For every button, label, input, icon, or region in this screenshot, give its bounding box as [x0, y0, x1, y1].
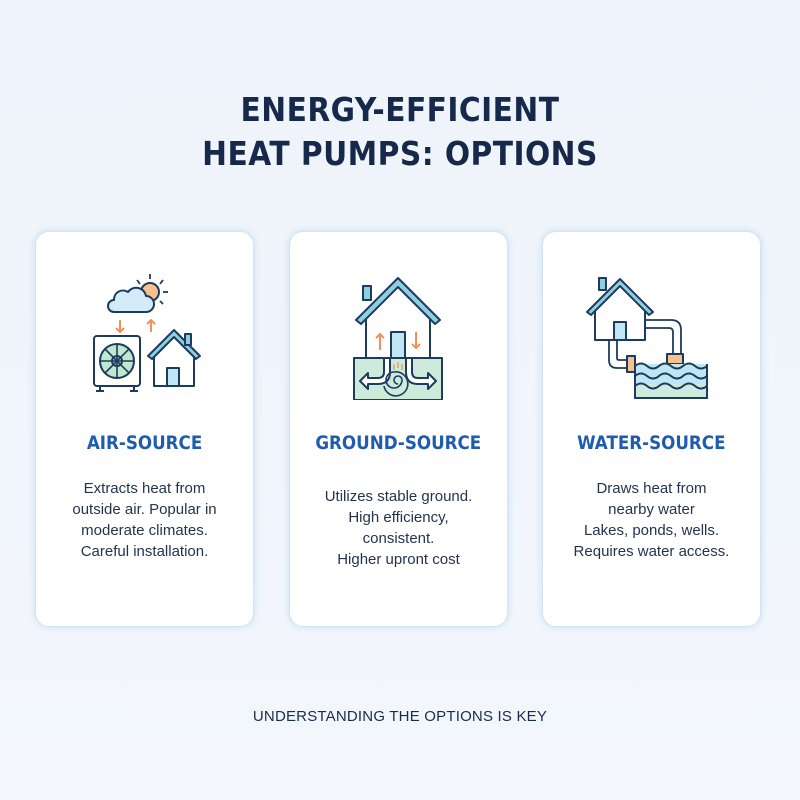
card-ground-source: GROUND-SOURCE Utilizes stable ground. Hig… — [289, 231, 508, 627]
card-title: GROUND-SOURCE — [315, 432, 482, 454]
footer-tagline: UNDERSTANDING THE OPTIONS IS KEY — [252, 708, 548, 725]
card-description: Draws heat from nearby water Lakes, ponds,… — [573, 480, 730, 560]
title-line-2: HEAT PUMPS: OPTIONS — [202, 134, 598, 173]
air-source-heat-pump-icon — [93, 274, 201, 392]
page-title: ENERGY-EFFICIENT HEAT PUMPS: OPTIONS — [0, 88, 800, 176]
title-line-1: ENERGY-EFFICIENT — [240, 90, 560, 129]
card-description: Extracts heat from outside air. Popular i… — [72, 480, 217, 560]
water-source-heat-pump-icon — [586, 277, 708, 399]
card-title: WATER-SOURCE — [577, 432, 726, 454]
card-water-source: WATER-SOURCE Draws heat from nearby water… — [542, 231, 761, 627]
ground-source-heat-pump-icon — [353, 277, 443, 400]
card-air-source: AIR-SOURCE Extracts heat from outside air… — [35, 231, 254, 627]
card-description: Utilizes stable ground. High efficiency, c… — [324, 488, 473, 568]
card-title: AIR-SOURCE — [86, 432, 203, 454]
